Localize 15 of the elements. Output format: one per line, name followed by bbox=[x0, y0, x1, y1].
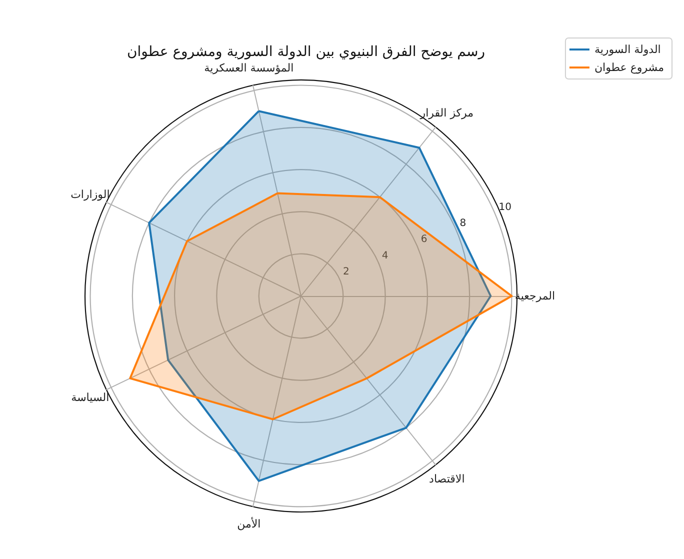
spoke-label: السياسة bbox=[71, 391, 110, 404]
text: رسم يوضح الفرق البنيوي بين الدولة السورية ومشروع عطوان bbox=[127, 44, 485, 60]
spoke-label: المؤسسة العسكرية bbox=[204, 61, 294, 74]
y-tick-label: 6 bbox=[420, 234, 428, 246]
spoke-label: الأمن bbox=[237, 516, 261, 531]
y-tick-label: 10 bbox=[498, 202, 512, 213]
spoke-label: المرجعية bbox=[514, 290, 556, 302]
spoke-label: الوزارات bbox=[70, 188, 110, 201]
legend-label: الدولة السورية bbox=[594, 43, 661, 56]
y-tick-label: 8 bbox=[460, 218, 466, 229]
y-tick-label: 4 bbox=[382, 250, 388, 262]
spoke-label: الاقتصاد bbox=[429, 472, 465, 486]
spoke-label: مركز القرار bbox=[419, 106, 474, 120]
y-tick-label: 2 bbox=[342, 266, 350, 278]
legend-label: مشروع عطوان bbox=[594, 61, 664, 74]
